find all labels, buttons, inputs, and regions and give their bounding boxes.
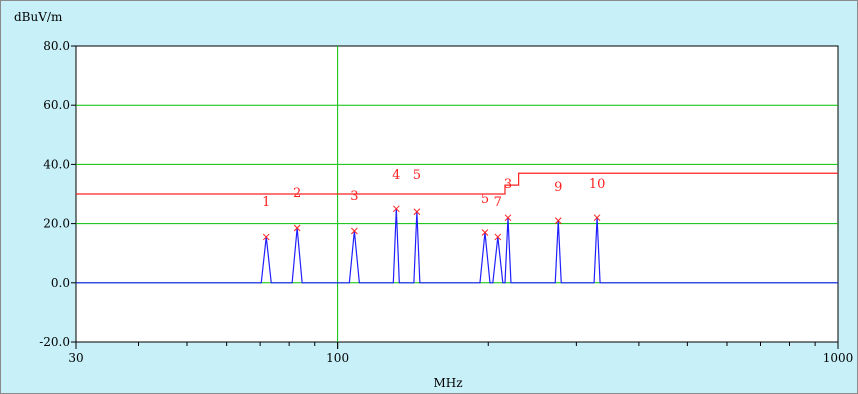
marker-label: 5 bbox=[413, 168, 421, 183]
y-tick-label: 80.0 bbox=[43, 39, 70, 53]
marker-label: 3 bbox=[350, 189, 358, 204]
x-axis-ticks: 30 100 1000 bbox=[68, 342, 853, 365]
marker-x-stroke bbox=[293, 224, 301, 232]
marker-x-stroke bbox=[593, 214, 601, 222]
peak-marker: 1 bbox=[262, 195, 270, 241]
y-axis-ticks: -20.0 0.0 20.0 40.0 60.0 80.0 bbox=[39, 39, 76, 349]
limit-line-group bbox=[76, 172, 838, 195]
marker-label: 10 bbox=[589, 177, 606, 192]
peak-marker: 9 bbox=[554, 180, 562, 224]
marker-label: 2 bbox=[293, 186, 301, 201]
marker-label: 7 bbox=[494, 195, 502, 210]
marker-x-stroke bbox=[504, 214, 512, 222]
peak-marker: 2 bbox=[293, 186, 301, 232]
limit-line bbox=[76, 172, 838, 195]
peak-marker: 10 bbox=[589, 177, 606, 222]
peak-marker: 5 bbox=[413, 168, 421, 216]
y-tick-label: 0.0 bbox=[51, 276, 70, 290]
y-tick-label: -20.0 bbox=[39, 335, 70, 349]
marker-group: 12 34 55 73 9 10 bbox=[262, 168, 606, 241]
peak-marker: 5 bbox=[481, 192, 489, 236]
x-tick-label: 100 bbox=[326, 351, 349, 365]
x-tick-label: 30 bbox=[68, 351, 83, 365]
marker-label: 4 bbox=[392, 168, 400, 183]
y-tick-label: 40.0 bbox=[43, 157, 70, 171]
peak-marker: 4 bbox=[392, 168, 400, 213]
y-tick-label: 20.0 bbox=[43, 217, 70, 231]
marker-label: 3 bbox=[504, 177, 512, 192]
marker-x-stroke bbox=[351, 227, 358, 235]
marker-x-stroke bbox=[494, 233, 502, 241]
x-axis-label: MHz bbox=[433, 376, 462, 390]
marker-x-stroke bbox=[392, 205, 400, 213]
x-tick-label: 1000 bbox=[823, 351, 854, 365]
marker-x-stroke bbox=[413, 208, 421, 216]
trace-group bbox=[76, 208, 838, 284]
marker-label: 9 bbox=[554, 180, 562, 195]
trace-line bbox=[76, 208, 838, 284]
marker-x-stroke bbox=[554, 217, 562, 224]
peak-marker: 3 bbox=[504, 177, 512, 222]
y-tick-label: 60.0 bbox=[43, 98, 70, 112]
peak-marker: 3 bbox=[350, 189, 358, 235]
peak-marker: 7 bbox=[494, 195, 502, 241]
marker-x-stroke bbox=[262, 233, 270, 241]
marker-x-stroke bbox=[481, 229, 489, 236]
marker-label: 5 bbox=[481, 192, 489, 207]
marker-label: 1 bbox=[262, 195, 270, 210]
y-axis-label: dBuV/m bbox=[14, 10, 63, 24]
